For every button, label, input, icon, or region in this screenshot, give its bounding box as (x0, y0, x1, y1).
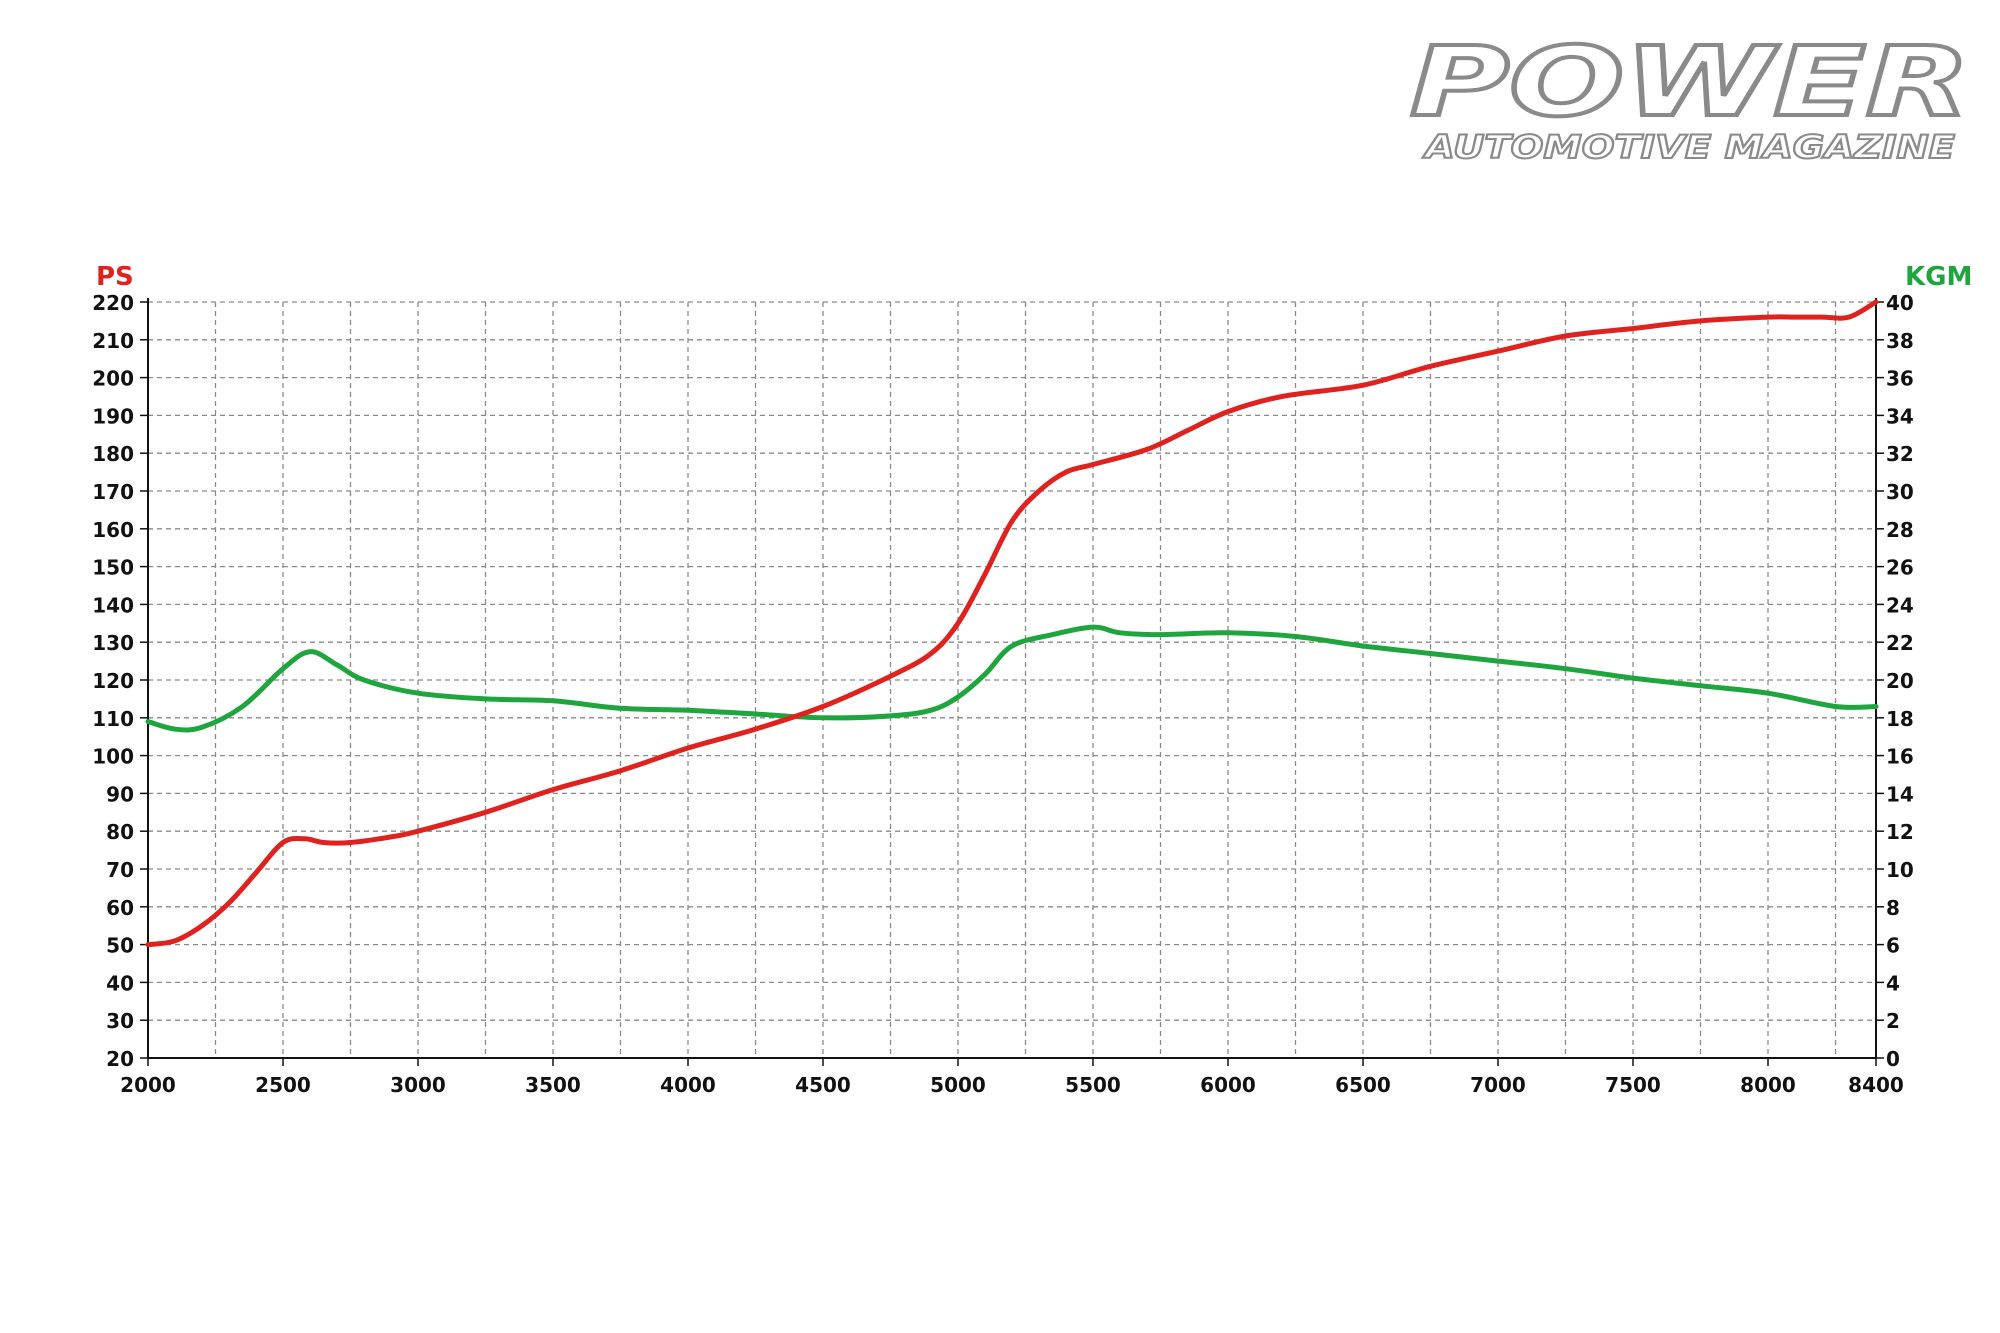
right-tick-label: 2 (1886, 1009, 1900, 1033)
x-tick-label: 4500 (795, 1073, 851, 1097)
x-tick-label: 8400 (1848, 1073, 1904, 1097)
right-tick-label: 8 (1886, 896, 1900, 920)
right-tick-label: 32 (1886, 442, 1914, 466)
x-tick-label: 4000 (660, 1073, 716, 1097)
right-tick-label: 40 (1886, 291, 1914, 315)
x-axis-ticks: 2000 2500 3000 3500 4000 4500 5000 5500 6000 6500… (120, 1058, 1904, 1097)
x-tick-label: 2500 (255, 1073, 311, 1097)
right-tick-label: 36 (1886, 367, 1914, 391)
right-tick-label: 20 (1886, 669, 1914, 693)
right-tick-label: 10 (1886, 858, 1914, 882)
left-axis-label: PS (96, 262, 134, 292)
right-tick-label: 16 (1886, 745, 1914, 769)
right-tick-label: 4 (1886, 971, 1900, 995)
power-curve-line (145, 299, 1879, 948)
x-tick-label: 3000 (390, 1073, 446, 1097)
x-tick-label: 7000 (1470, 1073, 1526, 1097)
left-tick-label: 160 (92, 518, 134, 542)
chart-series (145, 299, 1879, 948)
left-tick-label: 30 (106, 1009, 134, 1033)
left-tick-label: 70 (106, 858, 134, 882)
left-axis-ticks: 20 30 40 50 60 70 80 90 100 110 120 130 140 150 160 170… (92, 291, 148, 1071)
left-tick-label: 120 (92, 669, 134, 693)
left-tick-label: 20 (106, 1047, 134, 1071)
x-tick-label: 7500 (1605, 1073, 1661, 1097)
left-tick-label: 100 (92, 745, 134, 769)
right-tick-label: 24 (1886, 593, 1914, 617)
right-tick-label: 22 (1886, 631, 1914, 655)
torque-curve-line (145, 624, 1879, 733)
right-tick-label: 26 (1886, 556, 1914, 580)
left-tick-label: 40 (106, 971, 134, 995)
right-axis-label: KGM (1905, 262, 1972, 292)
x-tick-label: 3500 (525, 1073, 581, 1097)
x-tick-label: 2000 (120, 1073, 176, 1097)
right-tick-label: 30 (1886, 480, 1914, 504)
left-tick-label: 180 (92, 442, 134, 466)
left-tick-label: 200 (92, 367, 134, 391)
left-tick-label: 130 (92, 631, 134, 655)
chart-axes (147, 298, 1877, 1059)
x-tick-label: 5000 (930, 1073, 986, 1097)
left-tick-label: 50 (106, 934, 134, 958)
right-tick-label: 0 (1886, 1047, 1900, 1071)
logo-main-text: POWER (1410, 40, 1970, 138)
left-tick-label: 210 (92, 329, 134, 353)
x-tick-label: 6500 (1335, 1073, 1391, 1097)
x-tick-label: 6000 (1200, 1073, 1256, 1097)
left-tick-label: 150 (92, 556, 134, 580)
left-tick-label: 60 (106, 896, 134, 920)
chart-grid (148, 301, 1876, 1058)
x-tick-label: 5500 (1065, 1073, 1121, 1097)
right-tick-label: 14 (1886, 782, 1914, 806)
right-tick-label: 12 (1886, 820, 1914, 844)
power-magazine-logo: POWER AUTOMOTIVE MAGAZINE (1408, 40, 1972, 167)
left-tick-label: 140 (92, 593, 134, 617)
right-tick-label: 28 (1886, 518, 1914, 542)
right-tick-label: 6 (1886, 934, 1900, 958)
right-tick-label: 18 (1886, 707, 1914, 731)
left-tick-label: 80 (106, 820, 134, 844)
x-tick-label: 8000 (1740, 1073, 1796, 1097)
right-tick-label: 34 (1886, 404, 1914, 428)
left-tick-label: 220 (92, 291, 134, 315)
left-tick-label: 190 (92, 404, 134, 428)
left-tick-label: 110 (92, 707, 134, 731)
left-tick-label: 170 (92, 480, 134, 504)
right-tick-label: 38 (1886, 329, 1914, 353)
logo-sub-text: AUTOMOTIVE MAGAZINE (1421, 128, 1955, 166)
left-tick-label: 90 (106, 782, 134, 806)
